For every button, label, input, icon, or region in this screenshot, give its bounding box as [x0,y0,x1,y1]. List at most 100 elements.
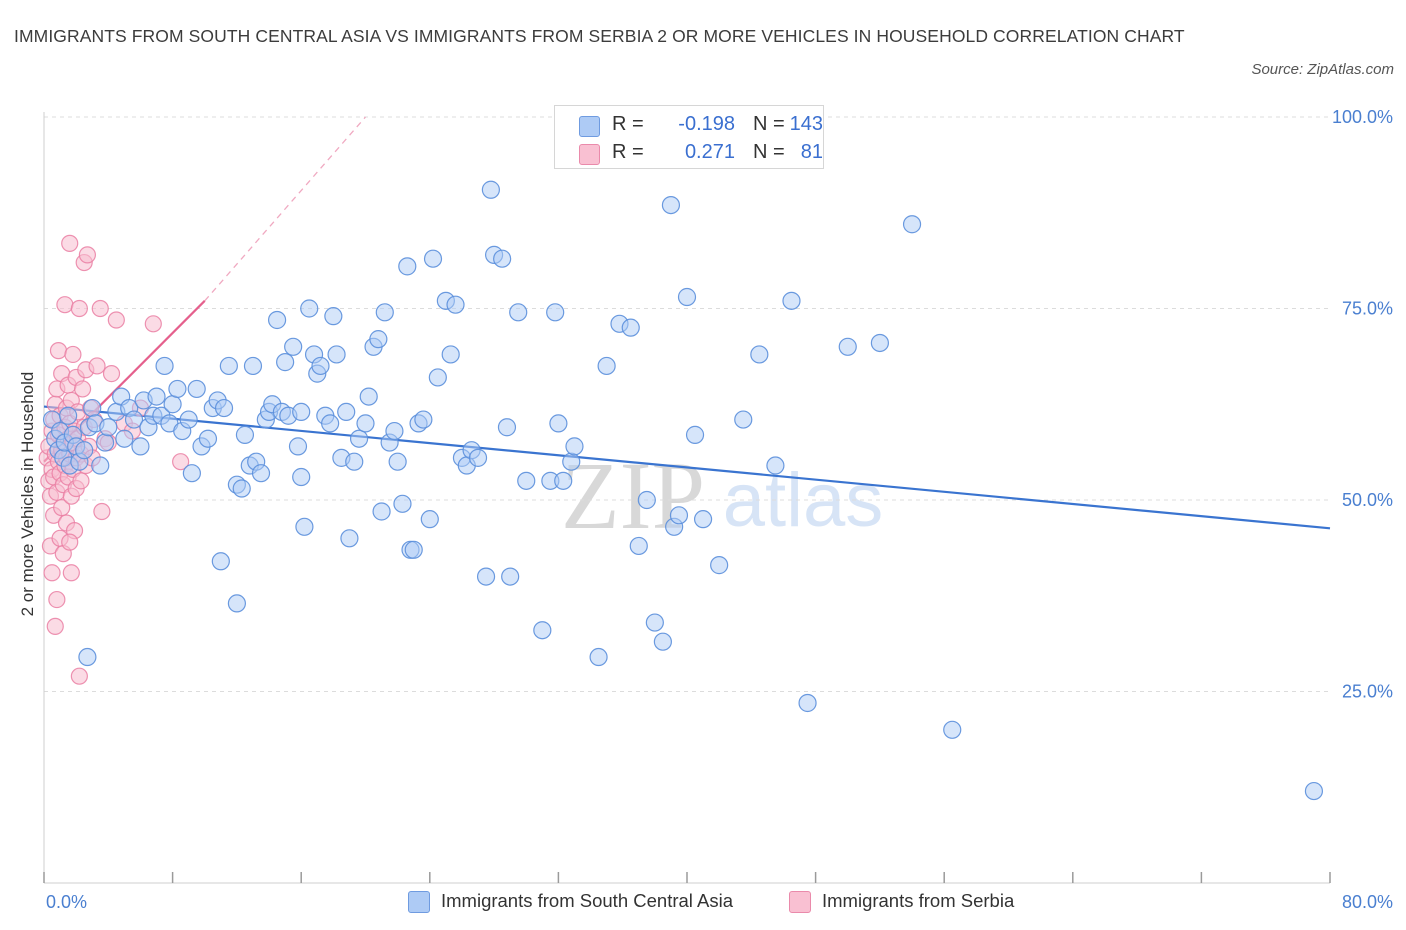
data-point-south-central-asia [782,291,801,310]
data-point-south-central-asia [798,693,817,713]
data-point-south-central-asia [388,452,407,471]
data-point-serbia [62,564,80,582]
bottom-legend-label: Immigrants from South Central Asia [441,890,733,911]
y-tick-label: 25.0% [1342,682,1393,702]
y-axis-title: 2 or more Vehicles in Household [18,372,37,617]
chart-title: IMMIGRANTS FROM SOUTH CENTRAL ASIA VS IM… [14,26,1185,46]
data-point-south-central-asia [750,345,769,364]
legend-n-label: N = [753,141,785,163]
legend-r-value: -0.198 [678,113,735,135]
data-points [38,180,1324,801]
data-point-south-central-asia [59,406,78,425]
legend-swatch-pink [579,144,600,165]
data-point-serbia [78,246,97,264]
data-point-serbia [93,502,111,521]
data-point-south-central-asia [219,356,238,376]
data-point-south-central-asia [292,467,311,487]
data-point-serbia [70,299,88,318]
data-point-serbia [107,311,125,329]
data-point-south-central-asia [232,479,251,498]
data-point-south-central-asia [493,249,512,268]
data-point-south-central-asia [677,287,697,307]
data-point-serbia [56,296,74,314]
data-point-south-central-asia [902,215,922,234]
source-label: Source: ZipAtlas.com [1251,61,1394,78]
trendlines [43,116,1331,530]
data-point-south-central-asia [546,303,565,322]
watermark: ZIP atlas [561,442,883,549]
data-point-serbia [88,357,106,375]
data-point-south-central-asia [284,337,303,356]
data-point-south-central-asia [565,437,584,456]
data-point-south-central-asia [398,257,417,276]
y-tick-label: 50.0% [1342,490,1393,510]
data-point-south-central-asia [267,310,287,330]
data-point-south-central-asia [423,249,443,268]
legend-n-value: 143 [789,113,823,135]
data-point-south-central-asia [211,552,230,571]
data-point-south-central-asia [168,379,187,399]
data-point-south-central-asia [115,429,134,448]
data-point-south-central-asia [179,410,198,429]
legend: R = -0.198 N = 143 R = 0.271 N = 81 [554,105,824,169]
bottom-legend-label: Immigrants from Serbia [822,890,1015,911]
watermark-atlas: atlas [723,458,884,543]
data-point-south-central-asia [198,429,218,448]
data-point-south-central-asia [710,556,729,575]
data-point-south-central-asia [637,490,656,510]
tick-labels: 25.0% 50.0% 75.0% 100.0% 0.0% 80.0% [46,107,1393,912]
data-point-south-central-asia [420,510,439,529]
data-point-south-central-asia [251,464,271,483]
data-point-serbia [48,590,66,609]
legend-r-label: R = [612,113,644,135]
data-point-south-central-asia [693,510,713,529]
data-point-south-central-asia [369,330,388,349]
data-point-serbia [70,667,88,685]
data-point-serbia [61,533,79,551]
x-tick-label-min: 0.0% [46,892,87,912]
data-point-south-central-asia [349,429,369,448]
data-point-south-central-asia [468,448,488,467]
data-point-south-central-asia [404,540,423,559]
data-point-south-central-asia [501,567,520,586]
data-point-south-central-asia [385,421,404,441]
data-point-serbia [43,564,61,582]
data-point-south-central-asia [629,536,648,556]
data-point-south-central-asia [235,425,255,444]
data-point-south-central-asia [276,353,295,372]
data-point-south-central-asia [653,632,672,651]
data-point-south-central-asia [446,295,465,314]
data-point-south-central-asia [441,345,460,364]
data-point-south-central-asia [554,471,573,490]
data-point-south-central-asia [838,337,857,356]
data-point-serbia [46,617,64,635]
trendline-south-central-asia [43,405,1331,530]
data-point-south-central-asia [91,456,110,475]
data-point-south-central-asia [597,356,616,376]
data-point-south-central-asia [78,647,97,667]
data-point-south-central-asia [766,456,785,475]
data-point-south-central-asia [533,621,552,640]
legend-swatch-blue [579,116,600,137]
data-point-south-central-asia [359,387,378,406]
y-tick-label: 100.0% [1332,107,1393,127]
data-point-south-central-asia [182,464,201,483]
data-point-south-central-asia [321,414,340,433]
data-point-south-central-asia [372,502,391,521]
data-point-south-central-asia [155,356,174,376]
data-point-serbia [49,342,68,360]
data-point-south-central-asia [669,506,689,525]
data-point-south-central-asia [83,398,102,418]
data-point-south-central-asia [187,379,206,399]
data-point-serbia [91,299,109,318]
data-point-south-central-asia [300,299,319,318]
data-point-south-central-asia [375,303,394,322]
data-point-south-central-asia [685,425,705,444]
data-point-serbia [172,453,190,471]
data-point-south-central-asia [75,441,94,460]
data-point-south-central-asia [734,410,753,429]
data-point-south-central-asia [327,345,346,364]
data-point-south-central-asia [943,720,962,739]
legend-r-value: 0.271 [684,141,735,163]
data-point-south-central-asia [414,410,433,429]
